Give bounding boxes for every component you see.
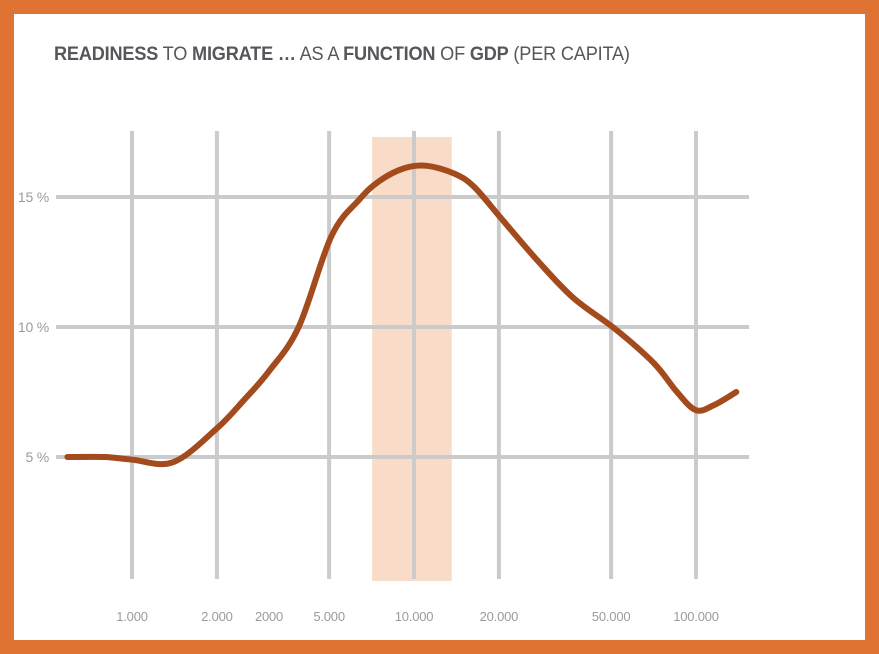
readiness-curve — [64, 162, 740, 468]
x-tick-label: 2000 — [255, 609, 283, 624]
title-segment: AS A — [295, 43, 344, 65]
x-tick-label: 50.000 — [592, 609, 631, 624]
x-tick-label: 2.000 — [201, 609, 233, 624]
highlight-band — [372, 137, 452, 581]
gridlines — [56, 131, 749, 579]
title-segment: MIGRATE … — [192, 43, 296, 65]
title-segment: OF — [435, 43, 470, 65]
y-tick-label: 10 % — [18, 319, 49, 335]
y-tick-label: 15 % — [18, 189, 49, 205]
y-tick-label: 5 % — [25, 449, 49, 465]
title-segment: READINESS — [54, 43, 159, 65]
y-axis-labels: 5 % 10 % 15 % — [18, 189, 49, 465]
title-segment: GDP — [469, 43, 509, 65]
x-tick-label: 5.000 — [313, 609, 345, 624]
x-axis-labels: 1.000 2.000 2000 5.000 10.000 20.000 50.000 100… — [116, 609, 719, 624]
migration-gdp-chart: 1.000 2.000 2000 5.000 10.000 20.000 50.000 100… — [18, 131, 749, 624]
title-segment: (PER CAPITA) — [508, 43, 630, 65]
x-tick-label: 1.000 — [116, 609, 148, 624]
x-tick-label: 10.000 — [395, 609, 434, 624]
title-segment: TO — [158, 43, 193, 65]
chart-title: READINESS TO MIGRATE … AS A FUNCTION OF … — [54, 43, 630, 65]
x-tick-label: 20.000 — [480, 609, 519, 624]
x-tick-label: 100.000 — [673, 609, 719, 624]
title-segment: FUNCTION — [343, 43, 436, 65]
